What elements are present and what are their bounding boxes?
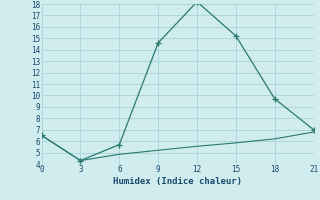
X-axis label: Humidex (Indice chaleur): Humidex (Indice chaleur) [113,177,242,186]
